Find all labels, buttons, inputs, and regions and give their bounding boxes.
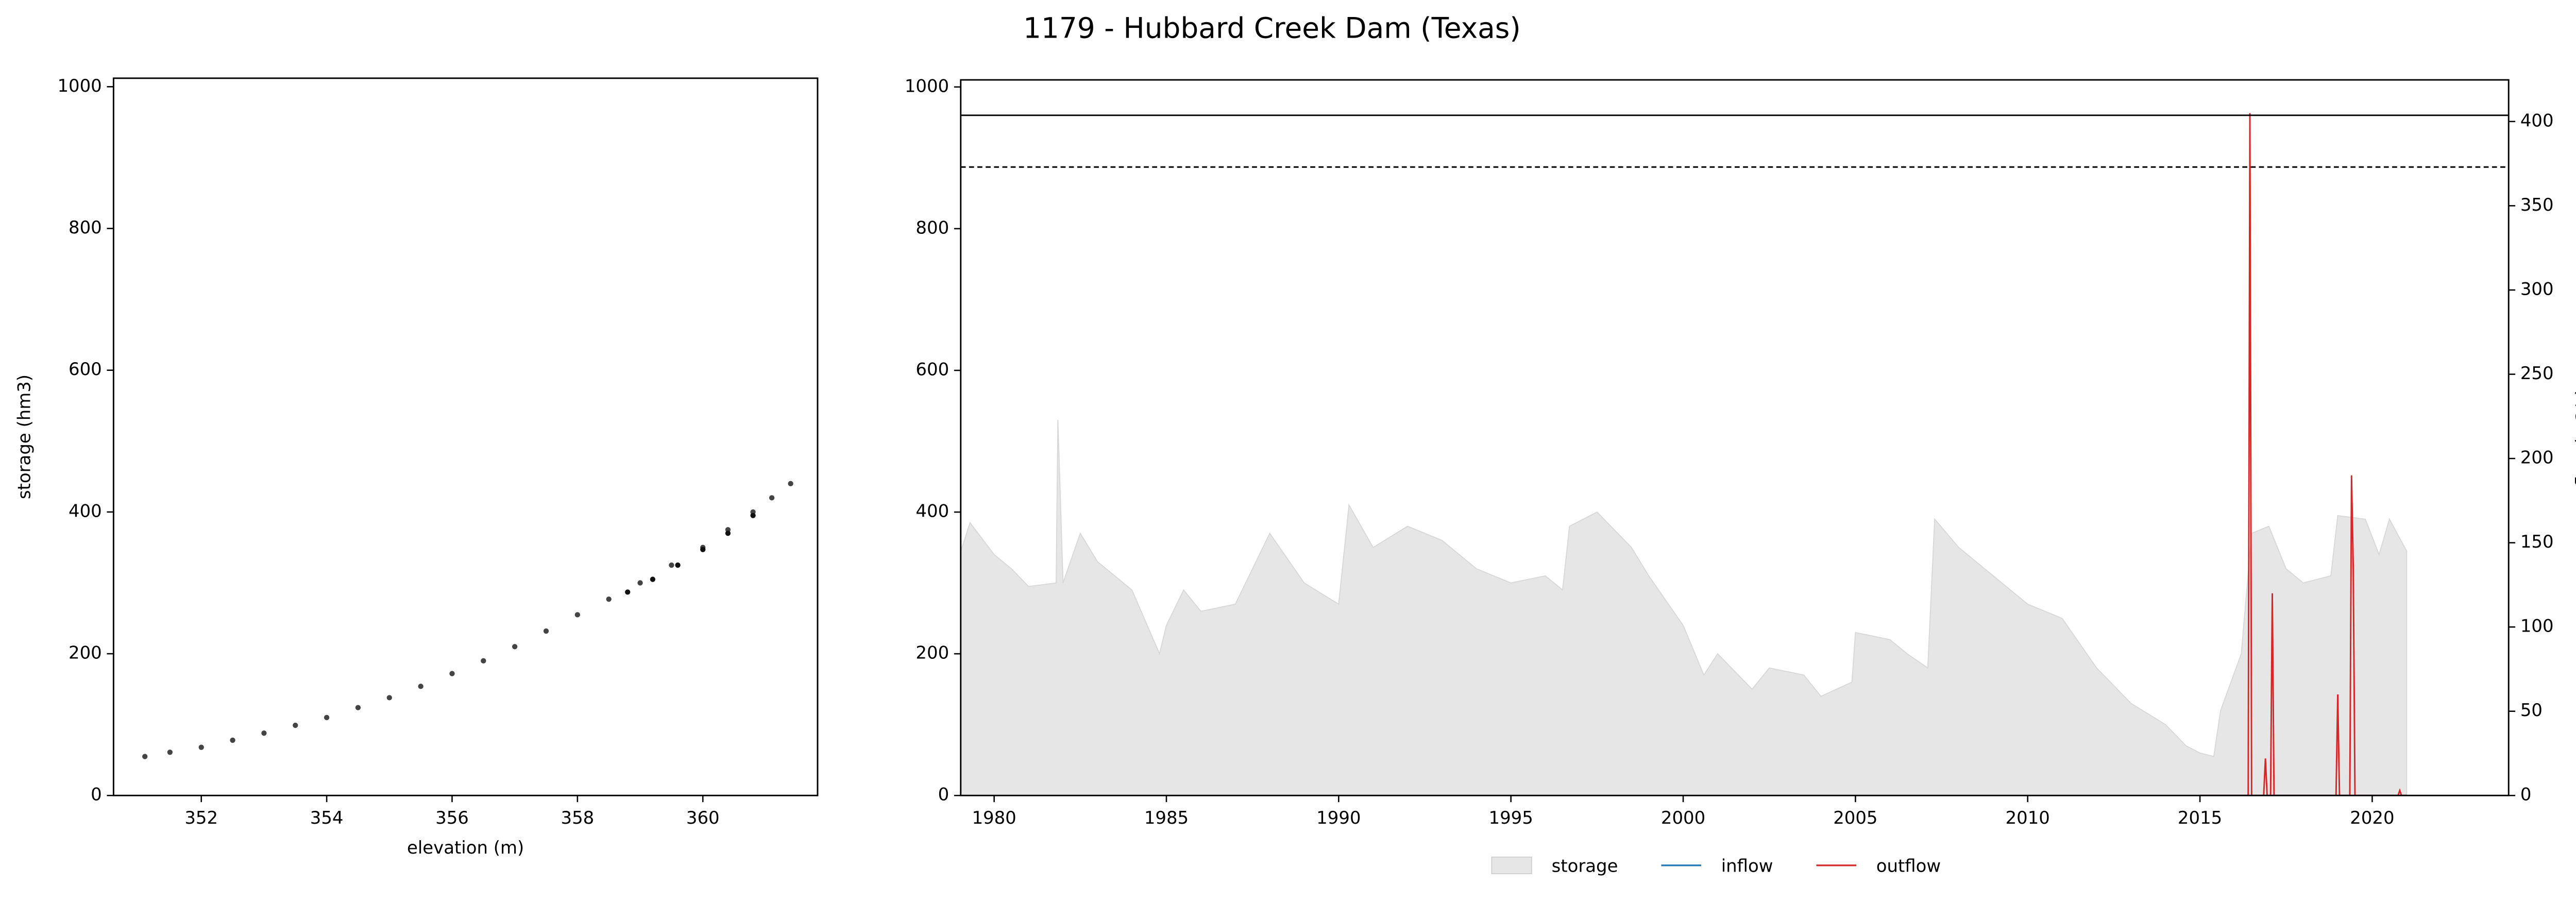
point xyxy=(198,744,204,750)
y2-tick-label: 250 xyxy=(2520,363,2554,383)
y-tick-label: 0 xyxy=(938,785,950,805)
plot-frame xyxy=(960,79,2510,796)
x-tick-label: 2020 xyxy=(2350,808,2394,828)
x-tick-label: 358 xyxy=(561,808,595,828)
y2-tick-label: 400 xyxy=(2520,110,2554,130)
point xyxy=(512,644,518,650)
legend-label: outflow xyxy=(1876,856,1941,876)
y-tick-label: 600 xyxy=(69,359,102,379)
y-tick-label: 400 xyxy=(916,501,949,521)
y-tick-label: 1000 xyxy=(905,76,949,96)
y-tick-label: 1000 xyxy=(57,76,101,96)
x-tick-label: 2010 xyxy=(2006,808,2050,828)
x-tick-label: 354 xyxy=(310,808,344,828)
y2-tick-label: 350 xyxy=(2520,195,2554,215)
x-axis-label: elevation (m) xyxy=(407,838,524,858)
x-tick-label: 360 xyxy=(686,808,720,828)
plot-frame xyxy=(112,77,819,796)
y-tick-label: 600 xyxy=(916,359,949,379)
point xyxy=(574,612,581,618)
x-tick-label: 1980 xyxy=(972,808,1016,828)
x-tick-label: 2005 xyxy=(1833,808,1877,828)
point xyxy=(650,576,656,582)
point xyxy=(418,684,423,689)
point xyxy=(606,596,612,602)
y-tick-label: 400 xyxy=(69,501,102,521)
y2-tick-label: 0 xyxy=(2520,785,2532,805)
point xyxy=(386,695,392,701)
point xyxy=(167,750,173,755)
legend-label: storage xyxy=(1552,856,1618,876)
point xyxy=(625,589,631,595)
y2-axis-label: flow (m3/s) xyxy=(2572,388,2576,487)
y2-tick-label: 100 xyxy=(2520,616,2554,636)
y2-tick-label: 300 xyxy=(2520,279,2554,299)
y2-tick-label: 200 xyxy=(2520,448,2554,468)
point xyxy=(355,705,361,710)
point xyxy=(449,671,455,676)
y-tick-label: 200 xyxy=(69,643,102,663)
y2-tick-label: 50 xyxy=(2520,700,2543,720)
point xyxy=(543,628,549,634)
point xyxy=(669,562,674,568)
x-tick-label: 352 xyxy=(184,808,218,828)
point xyxy=(142,754,148,759)
storage-area xyxy=(960,420,2408,796)
point xyxy=(769,495,775,501)
point xyxy=(324,714,330,721)
y-tick-label: 200 xyxy=(916,643,949,663)
legend-swatch xyxy=(1491,856,1532,875)
y-axis-label: storage (hm3) xyxy=(14,375,35,499)
y2-tick-label: 150 xyxy=(2520,532,2554,552)
figure-title: 1179 - Hubbard Creek Dam (Texas) xyxy=(1023,11,1521,44)
x-tick-label: 1985 xyxy=(1144,808,1189,828)
point xyxy=(700,547,706,552)
point xyxy=(481,658,486,663)
x-tick-label: 1995 xyxy=(1489,808,1533,828)
point xyxy=(230,737,235,743)
legend-label: inflow xyxy=(1721,856,1773,876)
point xyxy=(637,580,643,586)
point xyxy=(788,481,793,487)
x-tick-label: 2015 xyxy=(2178,808,2222,828)
point xyxy=(675,562,681,568)
point xyxy=(261,730,267,736)
x-tick-label: 2000 xyxy=(1661,808,1705,828)
point xyxy=(725,530,731,536)
y-tick-label: 800 xyxy=(916,217,949,237)
point xyxy=(293,722,298,728)
y-tick-label: 800 xyxy=(69,217,102,237)
x-tick-label: 1990 xyxy=(1316,808,1361,828)
x-tick-label: 356 xyxy=(435,808,469,828)
point xyxy=(750,513,756,518)
y-tick-label: 0 xyxy=(91,785,102,805)
